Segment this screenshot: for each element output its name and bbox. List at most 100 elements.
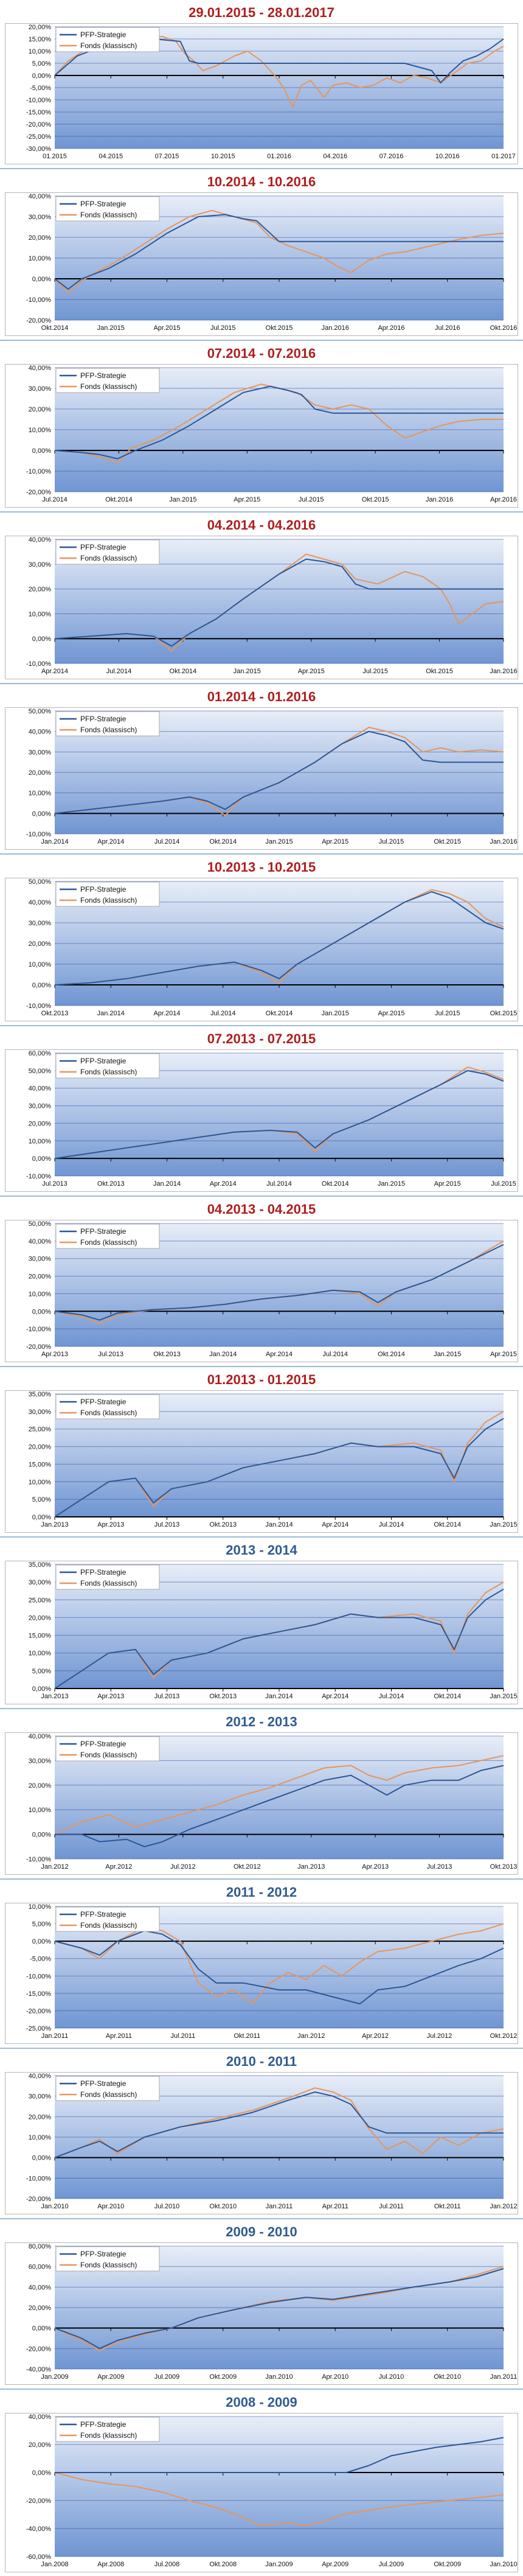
x-tick-label: Jan.2016	[490, 668, 517, 675]
series-line-pfp	[54, 730, 504, 814]
x-tick-label: Jan.2016	[322, 324, 349, 332]
x-tick-label: 10.2015	[211, 153, 235, 160]
x-tick-label: Okt.2012	[490, 2032, 518, 2040]
y-tick-label: -10,00%	[26, 1856, 51, 1863]
chart-panel: 29.01.2015 - 28.01.2017 20,00% 15,00% 10,00…	[0, 0, 523, 168]
y-tick-label: 40,00%	[29, 1733, 52, 1740]
x-tick-label: Apr.2014	[210, 1180, 237, 1188]
y-tick-label: -20,00%	[26, 1343, 51, 1351]
y-tick-label: 0,00%	[32, 2155, 51, 2162]
y-tick-label: 25,00%	[29, 1597, 52, 1604]
y-tick-label: 30,00%	[29, 1757, 52, 1765]
line-chart: 60,00% 50,00% 40,00% 30,00% 20,00% 10,00% 0,00…	[5, 1049, 518, 1192]
y-tick-label: 0,00%	[32, 1514, 51, 1521]
x-tick-label: Jul.2011	[170, 2032, 195, 2040]
chart-panel: 2010 - 2011 40,00% 30,00% 20,00% 10,00% 0,00%…	[0, 2049, 523, 2218]
y-tick-label: 20,00%	[29, 1273, 52, 1281]
x-tick-label: Okt.2014	[378, 1351, 405, 1358]
x-tick-label: Jul.2013	[154, 1693, 180, 1700]
y-tick-label: 10,00%	[29, 1138, 52, 1145]
legend-label-fonds: Fonds (klassisch)	[80, 726, 137, 734]
chart-panel: 2012 - 2013 40,00% 30,00% 20,00% 10,00% 0,00%…	[0, 1709, 523, 1878]
y-tick-label: 40,00%	[29, 729, 52, 736]
panel-separator	[0, 168, 523, 169]
x-tick-label: Okt.2014	[322, 1180, 349, 1188]
x-tick-label: Okt.2013	[490, 1863, 518, 1871]
series-line-pfp	[54, 1244, 504, 1321]
x-tick-label: Okt.2011	[234, 2032, 260, 2040]
x-tick-label: Apr.2013	[41, 1351, 68, 1358]
x-tick-label: Jan.2014	[265, 1521, 293, 1528]
y-tick-label: 15,00%	[29, 1633, 52, 1640]
series-line-pfp	[54, 1418, 504, 1517]
chart-panel: 2008 - 2009 40,00% 20,00% 0,00% -20,00% -40,0…	[0, 2390, 523, 2576]
series-line-pfp	[55, 1765, 504, 1847]
x-tick-label: Jul.2013	[427, 1863, 452, 1871]
chart-title: 10.2013 - 10.2015	[207, 859, 316, 875]
y-tick-label: -10,00%	[26, 1326, 51, 1333]
y-tick-label: 10,00%	[29, 1650, 52, 1657]
y-tick-label: 50,00%	[29, 878, 52, 886]
legend-label-pfp: PFP-Strategie	[80, 200, 126, 208]
y-tick-label: 10,00%	[29, 255, 52, 262]
x-tick-label: Apr.2015	[322, 838, 348, 845]
x-tick-label: Jan.2015	[265, 838, 293, 845]
legend-label-fonds: Fonds (klassisch)	[80, 2261, 137, 2269]
x-tick-label: 07.2015	[155, 153, 179, 160]
legend-label-pfp: PFP-Strategie	[80, 2420, 126, 2429]
y-tick-label: 10,00%	[29, 1479, 52, 1486]
x-tick-label: Apr.2014	[322, 1521, 348, 1528]
x-tick-label: Jan.2014	[209, 1351, 237, 1358]
legend-label-pfp: PFP-Strategie	[80, 1568, 126, 1577]
y-tick-label: -20,00%	[26, 2497, 51, 2505]
x-tick-label: Apr.2008	[97, 2561, 124, 2568]
y-tick-label: 0,00%	[32, 1685, 51, 1693]
chart-title: 2013 - 2014	[226, 1542, 297, 1558]
x-tick-label: Apr.2012	[105, 1863, 132, 1871]
y-tick-label: 5,00%	[32, 60, 51, 68]
legend-label-pfp: PFP-Strategie	[80, 2250, 126, 2258]
x-tick-label: Jul.2014	[154, 838, 180, 845]
y-tick-label: 0,00%	[32, 1832, 51, 1839]
line-chart: 50,00% 40,00% 30,00% 20,00% 10,00% 0,00% -10,0…	[5, 878, 518, 1021]
x-tick-label: Jul.2011	[379, 2203, 404, 2210]
x-tick-label: Okt.2011	[434, 2203, 461, 2210]
y-tick-label: -10,00%	[26, 2175, 51, 2182]
series-line-pfp	[54, 2268, 504, 2350]
chart-title: 10.2014 - 10.2016	[207, 174, 316, 189]
y-tick-label: -10,00%	[26, 97, 51, 104]
x-tick-label: Okt.2014	[434, 1693, 461, 1700]
y-tick-label: 40,00%	[29, 2284, 52, 2291]
legend	[55, 881, 160, 907]
x-tick-label: Jul.2014	[379, 1693, 404, 1700]
x-tick-label: Okt.2013	[97, 1180, 125, 1188]
series-line-fonds	[54, 209, 504, 294]
chart-panel: 01.2013 - 01.2015 35,00% 30,00% 25,00% 20,00…	[0, 1367, 523, 1536]
legend-label-fonds: Fonds (klassisch)	[80, 1751, 137, 1759]
chart-title: 01.2013 - 01.2015	[207, 1372, 316, 1387]
x-tick-label: Jul.2009	[379, 2561, 404, 2568]
x-tick-label: Apr.2014	[266, 1351, 293, 1358]
y-tick-label: 60,00%	[29, 2264, 52, 2271]
panel-separator	[0, 1878, 523, 1880]
x-tick-label: Jan.2013	[41, 1693, 68, 1700]
x-tick-label: 10.2016	[435, 153, 460, 160]
y-tick-label: 10,00%	[29, 2134, 52, 2141]
x-tick-label: Jul.2010	[379, 2373, 404, 2381]
x-tick-label: Jan.2010	[41, 2203, 68, 2210]
y-tick-label: 50,00%	[29, 1068, 52, 1075]
x-tick-label: 01.2016	[267, 153, 291, 160]
x-tick-label: Jan.2015	[234, 668, 261, 675]
series-line-fonds	[54, 383, 504, 464]
series-line-pfp	[54, 1588, 504, 1689]
series-line-pfp	[55, 2437, 504, 2473]
legend	[55, 1223, 160, 1249]
x-tick-label: Apr.2010	[322, 2373, 348, 2381]
x-tick-label: Apr.2013	[97, 1693, 124, 1700]
chart-title: 2011 - 2012	[226, 1885, 297, 1900]
x-tick-label: Jan.2015	[490, 1521, 517, 1528]
y-tick-label: 10,00%	[29, 961, 52, 968]
legend-label-fonds: Fonds (klassisch)	[80, 554, 137, 562]
y-tick-label: 30,00%	[29, 920, 52, 927]
y-tick-label: 40,00%	[29, 1085, 52, 1093]
